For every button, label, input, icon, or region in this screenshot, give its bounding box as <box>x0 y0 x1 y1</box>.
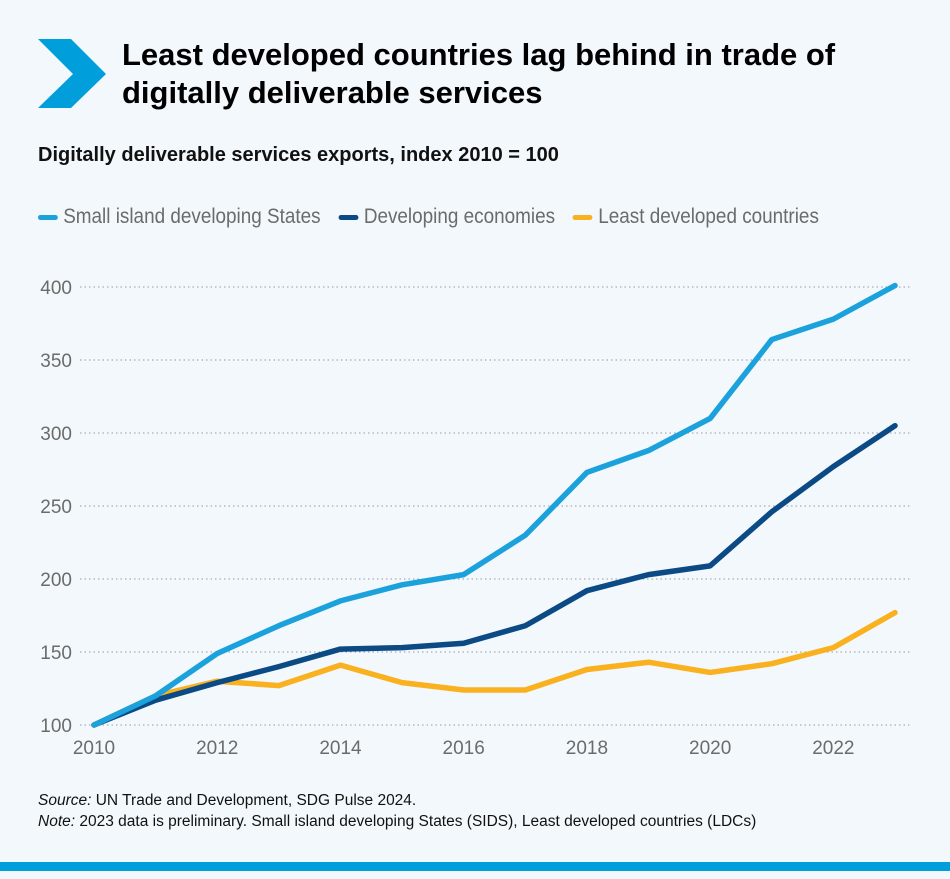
x-tick-label: 2020 <box>689 738 731 759</box>
x-tick-label: 2014 <box>319 738 362 759</box>
legend-swatch <box>573 214 593 220</box>
x-tick-label: 2010 <box>73 738 115 759</box>
bottom-accent-bar <box>0 862 950 871</box>
y-tick-label: 350 <box>40 351 72 372</box>
y-tick-label: 300 <box>40 424 72 445</box>
legend-swatch <box>38 214 58 220</box>
chart-subtitle: Digitally deliverable services exports, … <box>38 144 559 166</box>
y-tick-label: 150 <box>40 643 72 664</box>
line-chart: 100 150 200 250 300 350 400 2010 2012 2014 2016 201… <box>40 278 910 759</box>
y-tick-label: 100 <box>40 716 72 737</box>
legend-label: Developing economies <box>363 205 556 228</box>
x-tick-label: 2018 <box>566 738 608 759</box>
series-line-0 <box>91 282 898 728</box>
legend-swatch <box>338 214 359 220</box>
source-line: Source: UN Trade and Development, SDG Pu… <box>38 792 417 809</box>
footer-notes: Source: UN Trade and Development, SDG Pu… <box>38 790 756 832</box>
legend-item-sids: Small island developing States <box>38 205 321 229</box>
legend-label: Small island developing States <box>63 205 321 228</box>
y-tick-label: 250 <box>40 497 72 518</box>
x-tick-label: 2016 <box>443 738 485 759</box>
x-tick-label: 2012 <box>196 738 238 759</box>
x-tick-label: 2022 <box>812 738 854 759</box>
series-line-2 <box>91 609 898 728</box>
y-tick-label: 400 <box>40 278 72 299</box>
legend: Small island developing States Developin… <box>38 205 819 229</box>
chevron-right-icon <box>38 39 106 108</box>
page-title: Least developed countries lag behind in … <box>122 37 836 110</box>
legend-item-developing: Developing economies <box>338 205 556 229</box>
legend-label: Least developed countries <box>598 205 819 228</box>
note-line: Note: 2023 data is preliminary. Small is… <box>38 813 757 830</box>
legend-item-ldc: Least developed countries <box>573 205 819 229</box>
y-tick-label: 200 <box>40 570 72 591</box>
series-line-1 <box>91 422 898 728</box>
